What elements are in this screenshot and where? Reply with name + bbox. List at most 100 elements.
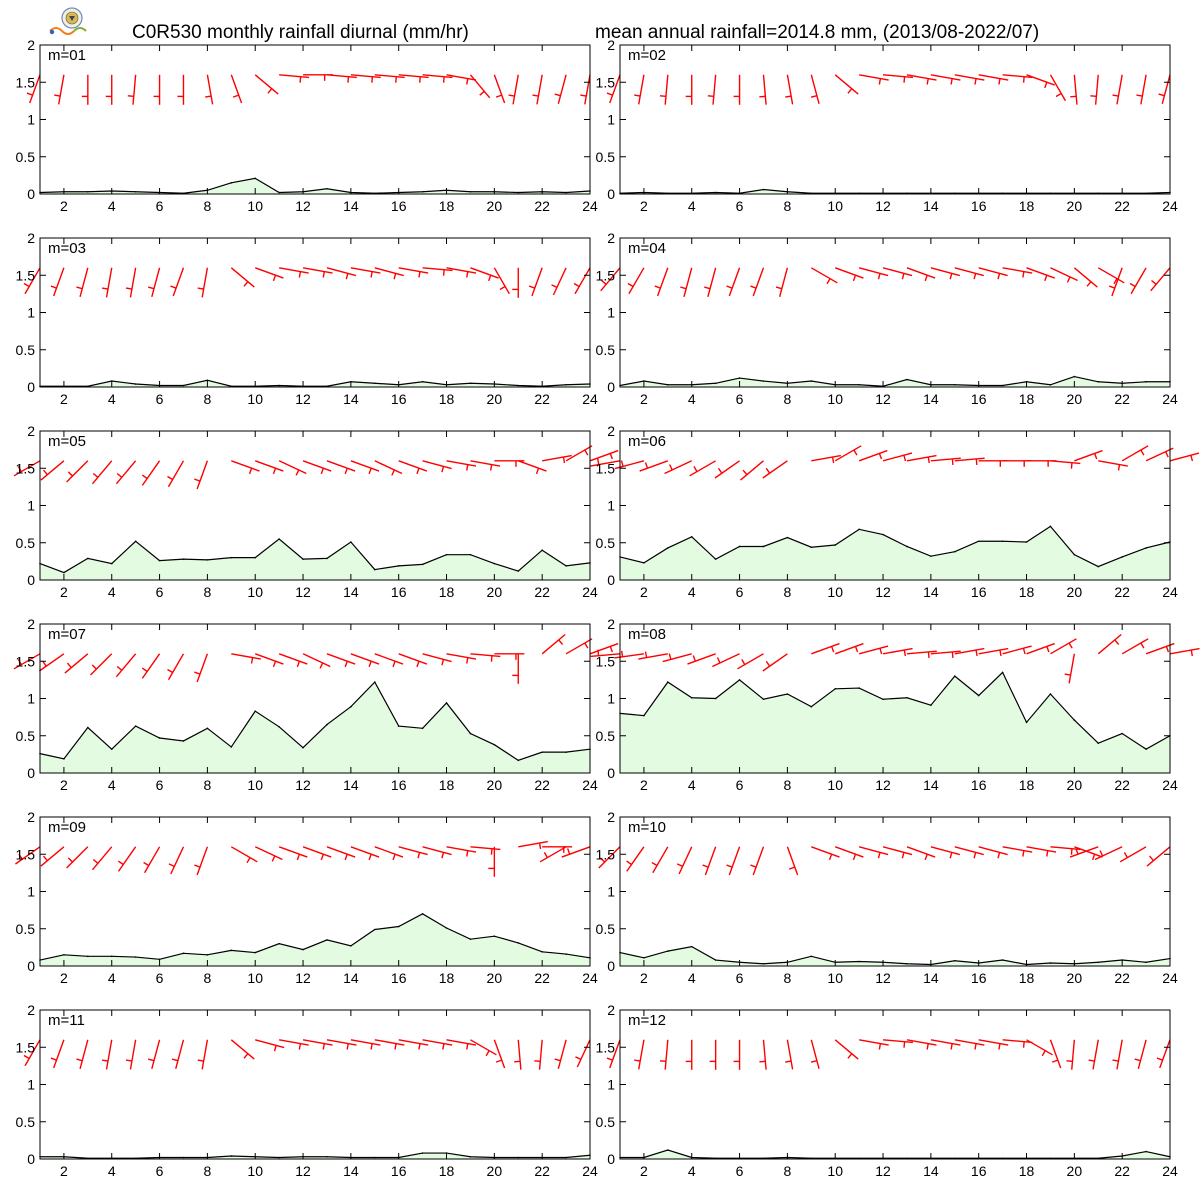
x-tick-label: 12 bbox=[875, 391, 891, 407]
data-point bbox=[762, 380, 765, 382]
wind-barb bbox=[1050, 267, 1078, 283]
x-tick-label: 14 bbox=[923, 584, 939, 600]
x-tick-label: 16 bbox=[971, 584, 987, 600]
x-tick-label: 22 bbox=[534, 584, 550, 600]
plot-frame bbox=[39, 237, 591, 388]
x-tick-label: 20 bbox=[1067, 1163, 1083, 1179]
x-tick-label: 20 bbox=[1067, 198, 1083, 214]
panel-m01: 00.511.522 4 6 8 10 12 14 16 18 20 22 24m=01 bbox=[16, 37, 598, 214]
wind-barb bbox=[50, 1039, 65, 1069]
data-point bbox=[1049, 693, 1052, 695]
data-point bbox=[206, 559, 209, 561]
wind-barb bbox=[518, 840, 548, 850]
wind-barb bbox=[1002, 645, 1032, 655]
wind-barb bbox=[930, 267, 961, 280]
wind-barb bbox=[1026, 846, 1057, 857]
x-tick-label: 2 bbox=[60, 777, 68, 793]
y-tick-label: 0 bbox=[27, 572, 35, 588]
data-point bbox=[762, 188, 765, 191]
wind-barb bbox=[230, 1039, 255, 1060]
wind-barb bbox=[1098, 460, 1128, 471]
data-point bbox=[541, 751, 543, 753]
data-point bbox=[810, 705, 813, 708]
wind-barb bbox=[733, 1039, 741, 1070]
x-tick-label: 8 bbox=[203, 970, 211, 986]
x-tick-label: 14 bbox=[923, 777, 939, 793]
wind-barb bbox=[518, 460, 547, 475]
wind-barb bbox=[493, 1039, 506, 1069]
wind-barb bbox=[374, 1039, 405, 1050]
wind-barb bbox=[834, 1039, 859, 1060]
data-point bbox=[953, 550, 956, 553]
data-point bbox=[858, 383, 860, 386]
y-tick-label: 2 bbox=[27, 616, 35, 632]
wind-barb bbox=[659, 74, 669, 105]
data-point bbox=[373, 681, 376, 683]
wind-barb bbox=[532, 74, 543, 105]
wind-barb bbox=[811, 642, 840, 655]
data-point bbox=[738, 545, 741, 548]
wind-barb bbox=[541, 633, 566, 655]
y-tick-label: 0 bbox=[607, 765, 615, 781]
data-point bbox=[1049, 962, 1052, 964]
wind-barb bbox=[539, 846, 567, 863]
data-point bbox=[63, 571, 65, 574]
wind-barb bbox=[575, 1039, 591, 1068]
wind-barb bbox=[230, 74, 243, 104]
y-tick-label: 0.5 bbox=[16, 728, 36, 744]
x-tick-label: 18 bbox=[1019, 198, 1035, 214]
data-point bbox=[278, 726, 280, 728]
x-tick-label: 2 bbox=[640, 1163, 648, 1179]
wind-barb bbox=[554, 74, 567, 104]
data-point bbox=[1121, 556, 1123, 558]
x-tick-label: 18 bbox=[1019, 1163, 1035, 1179]
panel-m10: 00.511.522 4 6 8 10 12 14 16 18 20 22 24m=10 bbox=[596, 809, 1178, 986]
wind-barb bbox=[231, 460, 260, 475]
wind-barb bbox=[141, 460, 161, 486]
data-point bbox=[834, 688, 837, 690]
y-tick-label: 1 bbox=[607, 691, 615, 707]
wind-barb bbox=[704, 267, 717, 297]
wind-barb bbox=[279, 74, 310, 83]
data-point bbox=[1145, 380, 1147, 383]
wind-barb bbox=[127, 74, 137, 105]
data-point bbox=[278, 191, 280, 194]
x-tick-label: 12 bbox=[875, 970, 891, 986]
data-point bbox=[254, 556, 257, 559]
data-point bbox=[302, 746, 304, 749]
data-point bbox=[230, 182, 233, 184]
data-point bbox=[278, 538, 280, 540]
y-tick-label: 1.5 bbox=[16, 460, 36, 476]
wind-barb bbox=[326, 460, 356, 475]
panel-label: m=07 bbox=[48, 626, 86, 643]
wind-barb bbox=[834, 74, 859, 95]
y-tick-label: 0.5 bbox=[16, 149, 36, 165]
wind-barb bbox=[170, 267, 185, 297]
x-tick-label: 20 bbox=[487, 777, 503, 793]
chart-title-right: mean annual rainfall=2014.8 mm, (2013/08… bbox=[595, 22, 1039, 43]
data-point bbox=[565, 953, 567, 955]
panel-label: m=08 bbox=[628, 626, 666, 643]
wind-barb bbox=[398, 653, 428, 668]
x-tick-label: 4 bbox=[688, 391, 696, 407]
wind-barb bbox=[1156, 1039, 1171, 1069]
wind-barb bbox=[726, 267, 741, 297]
data-point bbox=[206, 954, 209, 956]
x-tick-label: 22 bbox=[1114, 198, 1130, 214]
wind-barb bbox=[1094, 846, 1123, 861]
data-point bbox=[1145, 748, 1147, 750]
wind-barb bbox=[664, 460, 693, 475]
x-tick-label: 24 bbox=[1162, 970, 1178, 986]
data-point bbox=[469, 382, 472, 385]
wind-barb bbox=[600, 267, 621, 292]
x-tick-label: 12 bbox=[295, 198, 311, 214]
wind-barb bbox=[1134, 1039, 1147, 1069]
wind-barb bbox=[422, 1039, 453, 1050]
wind-barb bbox=[1119, 846, 1147, 863]
data-point bbox=[134, 540, 137, 543]
x-tick-label: 20 bbox=[487, 198, 503, 214]
x-tick-label: 22 bbox=[534, 970, 550, 986]
wind-barb bbox=[508, 74, 519, 105]
wind-barb bbox=[1002, 267, 1033, 278]
wind-barb bbox=[906, 846, 936, 861]
